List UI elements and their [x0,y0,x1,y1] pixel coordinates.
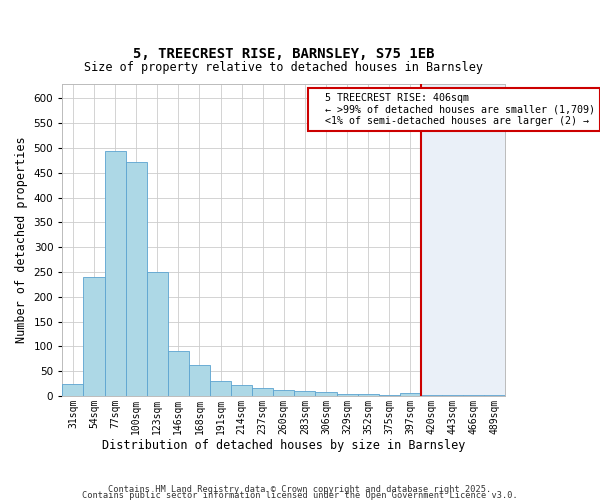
Text: Size of property relative to detached houses in Barnsley: Size of property relative to detached ho… [85,61,484,74]
Bar [210,381,231,396]
Text: Contains public sector information licensed under the Open Government Licence v3: Contains public sector information licen… [82,490,518,500]
Bar [358,394,379,396]
Y-axis label: Number of detached properties: Number of detached properties [15,136,28,343]
Bar [379,395,400,396]
Bar [168,352,189,396]
X-axis label: Distribution of detached houses by size in Barnsley: Distribution of detached houses by size … [102,440,466,452]
Text: 5 TREECREST RISE: 406sqm
  ← >99% of detached houses are smaller (1,709)
  <1% o: 5 TREECREST RISE: 406sqm ← >99% of detac… [313,93,595,126]
Bar [147,272,168,396]
Bar [400,394,421,396]
Bar [231,385,252,396]
Bar [62,384,83,396]
Bar [421,84,505,396]
Title: 5, TREECREST RISE, BARNSLEY, S75 1EB: 5, TREECREST RISE, BARNSLEY, S75 1EB [133,48,434,62]
Bar [337,394,358,396]
Bar [295,392,316,396]
Bar [316,392,337,396]
Text: Contains HM Land Registry data © Crown copyright and database right 2025.: Contains HM Land Registry data © Crown c… [109,484,491,494]
Bar [252,388,273,396]
Bar [83,277,104,396]
Bar [273,390,295,396]
Bar [104,152,125,396]
Bar [125,162,147,396]
Bar [421,395,442,396]
Bar [189,364,210,396]
